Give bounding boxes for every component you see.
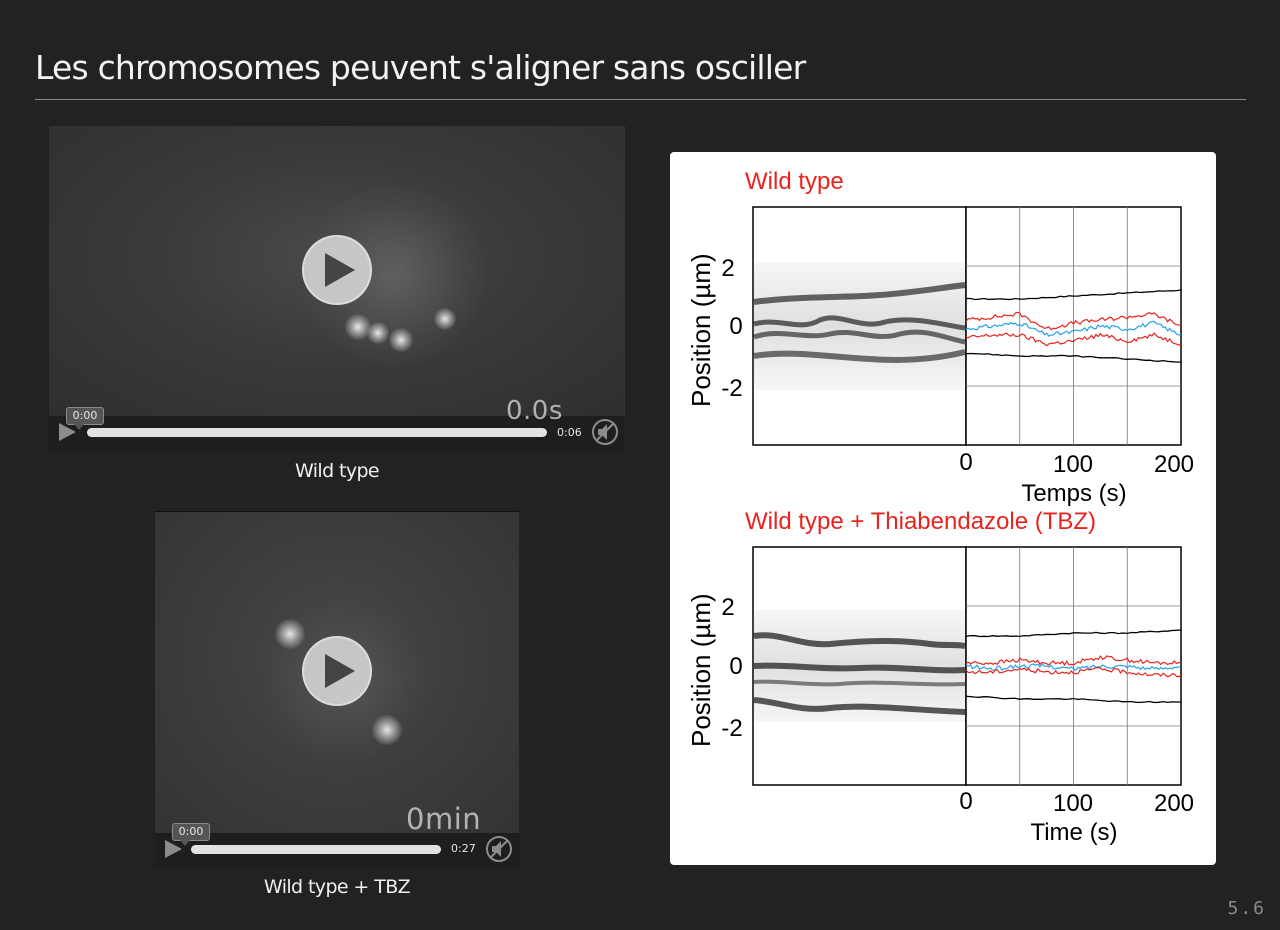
grid [966, 547, 1181, 785]
trajectory-lines [965, 289, 1182, 363]
kymograph-trace [753, 282, 966, 305]
play-icon [325, 253, 355, 287]
kymograph-trace [753, 315, 966, 331]
x-tick-label: 100 [1053, 451, 1093, 478]
x-axis-label: Temps (s) [1021, 480, 1126, 507]
kymograph-trace [753, 329, 966, 345]
grid [966, 207, 1181, 445]
kymograph-trace [753, 349, 966, 363]
y-tick-label: 0 [729, 313, 742, 340]
timestamp-overlay: 0.0s [506, 396, 563, 426]
chart-title: Wild type [745, 168, 844, 195]
video-caption: Wild type [294, 460, 380, 482]
x-tick-label: 200 [1154, 451, 1194, 478]
duration-label: 0:27 [451, 842, 476, 855]
seek-bar[interactable] [87, 428, 547, 437]
trajectory-lines [965, 629, 1182, 704]
series-line-black [965, 352, 1182, 363]
kinetochore-spot [367, 322, 389, 344]
mute-icon[interactable] [591, 418, 619, 446]
slide-number: 5.6 [1227, 898, 1266, 919]
y-axis-label: Position (µm) [686, 593, 716, 747]
play-button[interactable] [302, 235, 372, 305]
kinetochore-spot [275, 619, 305, 649]
video-player-tbz[interactable] [155, 511, 519, 834]
chart-title: Wild type + Thiabendazole (TBZ) [745, 508, 1096, 535]
kinetochore-spot [345, 314, 371, 340]
y-tick-label: -2 [721, 375, 742, 402]
figure-panel: Wild type Position (µm) 2 0 -2 0 100 200… [670, 152, 1216, 865]
timestamp-overlay: 0min [406, 802, 482, 836]
video-caption: Wild type + TBZ [263, 876, 411, 898]
kinetochore-spot [434, 308, 456, 330]
series-line-red [965, 666, 1182, 678]
series-line-red [965, 655, 1182, 667]
video-controls: 0:27 [155, 833, 519, 867]
video-controls: 0:06 [49, 416, 625, 450]
series-line-red [965, 311, 1182, 331]
kymograph-figure: Wild type Position (µm) 2 0 -2 0 100 200… [686, 168, 1194, 846]
x-tick-label: 0 [959, 449, 972, 476]
current-time-tooltip: 0:00 [66, 407, 104, 430]
play-icon[interactable] [163, 839, 183, 859]
kymograph-trace [753, 697, 966, 715]
duration-label: 0:06 [557, 426, 582, 439]
kinetochore-spot [372, 715, 402, 745]
slide-title: Les chromosomes peuvent s'aligner sans o… [35, 48, 1246, 100]
series-line-black [965, 629, 1182, 638]
kymograph-trace [753, 679, 966, 687]
current-time-tooltip: 0:00 [172, 823, 210, 846]
y-tick-label: -2 [721, 715, 742, 742]
play-icon [325, 654, 355, 688]
seek-bar[interactable] [191, 845, 441, 854]
kymograph-trace [753, 632, 966, 649]
x-axis-label: Time (s) [1030, 819, 1117, 846]
x-tick-label: 100 [1053, 790, 1093, 817]
video-player-wild-type[interactable] [49, 126, 625, 416]
kinetochore-spot [389, 328, 413, 352]
kymograph-trace [753, 662, 966, 674]
kymograph-image [754, 262, 965, 390]
series-line-black [965, 695, 1181, 704]
y-axis-label: Position (µm) [686, 253, 716, 407]
series-line-blue [965, 320, 1182, 337]
y-tick-label: 0 [729, 653, 742, 680]
y-tick-label: 2 [721, 255, 734, 282]
series-line-blue [965, 663, 1182, 672]
play-icon[interactable] [57, 422, 77, 442]
y-tick-label: 2 [721, 594, 734, 621]
play-button[interactable] [302, 636, 372, 706]
mute-icon[interactable] [485, 835, 513, 863]
x-tick-label: 0 [959, 788, 972, 815]
series-line-red [965, 332, 1182, 347]
x-tick-label: 200 [1154, 790, 1194, 817]
series-line-black [966, 289, 1182, 301]
